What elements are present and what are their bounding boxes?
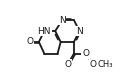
Text: O: O (90, 60, 97, 69)
Text: O: O (26, 37, 33, 46)
Text: CH₃: CH₃ (98, 60, 113, 69)
Text: N: N (59, 16, 66, 25)
Text: HN: HN (38, 26, 51, 36)
Text: O: O (64, 60, 71, 69)
Text: N: N (76, 26, 83, 36)
Text: O: O (82, 49, 89, 58)
